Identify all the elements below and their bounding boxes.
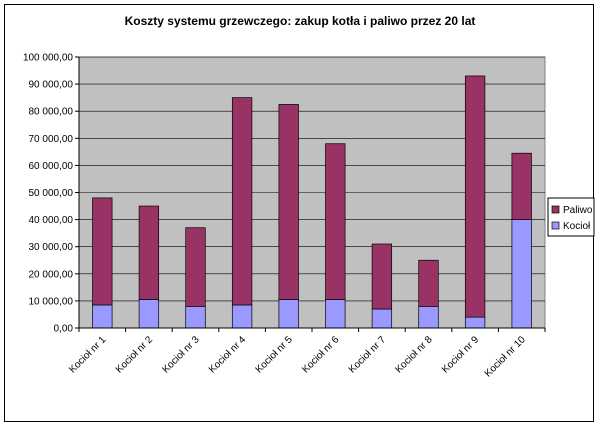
axes [78,57,545,329]
x-tick-label: Kocioł nr 3 [160,334,201,375]
bar-paliwo [511,152,532,220]
x-tick-label: Kocioł nr 4 [207,334,248,375]
x-axis-ticks: Kocioł nr 1 Kocioł nr 2 Kocioł nr 3 Kocioł … [67,328,546,379]
bar-paliwo [231,97,253,306]
bar-kociol [278,299,299,329]
chart-title: Koszty systemu grzewczego: zakup kotła i… [125,14,476,28]
bar-paliwo [278,104,299,300]
bar-kociol [325,299,346,329]
y-tick-label: 80 000,00 [29,107,74,118]
y-tick-label: 10 000,00 [29,296,74,307]
bar-kociol [511,219,532,329]
y-tick-label: 100 000,00 [23,53,73,64]
x-tick-label: Kocioł nr 1 [67,334,108,375]
legend-label: Paliwo [563,205,593,216]
y-tick-label: 30 000,00 [29,242,74,253]
legend: Paliwo Kocioł [547,197,595,237]
x-tick-label: Kocioł nr 9 [440,334,481,375]
bar-paliwo [138,205,160,300]
bar-paliwo [371,243,393,310]
y-tick-label: 90 000,00 [29,80,74,91]
y-tick-label: 60 000,00 [29,161,74,172]
bar-kociol [185,305,206,329]
bars [92,75,532,329]
y-tick-label: 20 000,00 [29,269,74,280]
x-tick-label: Kocioł nr 10 [483,334,528,379]
bar-paliwo [92,197,113,306]
x-tick-label: Kocioł nr 7 [347,334,388,375]
y-axis-ticks: 0,00 10 000,00 20 000,00 30 000,00 40 000,00… [23,53,79,335]
bar-kociol [371,308,393,329]
bar-kociol [418,305,439,329]
bar-paliwo [418,259,439,307]
y-tick-label: 0,00 [54,324,74,335]
bar-kociol [231,304,253,329]
x-tick-label: Kocioł nr 6 [300,334,341,375]
bar-paliwo [464,75,486,318]
bar-paliwo [325,143,346,300]
legend-swatch [551,221,560,230]
legend-box [547,197,595,237]
y-tick-label: 40 000,00 [29,215,74,226]
legend-label: Kocioł [563,221,591,232]
bar-kociol [464,316,486,329]
bar-paliwo [185,227,206,307]
bar-kociol [92,304,113,329]
legend-swatch [551,205,560,214]
y-tick-label: 70 000,00 [29,134,74,145]
x-tick-label: Kocioł nr 5 [254,334,295,375]
x-tick-label: Kocioł nr 2 [114,334,155,375]
bar-kociol [138,299,160,329]
x-tick-label: Kocioł nr 8 [393,334,434,375]
y-tick-label: 50 000,00 [29,188,74,199]
